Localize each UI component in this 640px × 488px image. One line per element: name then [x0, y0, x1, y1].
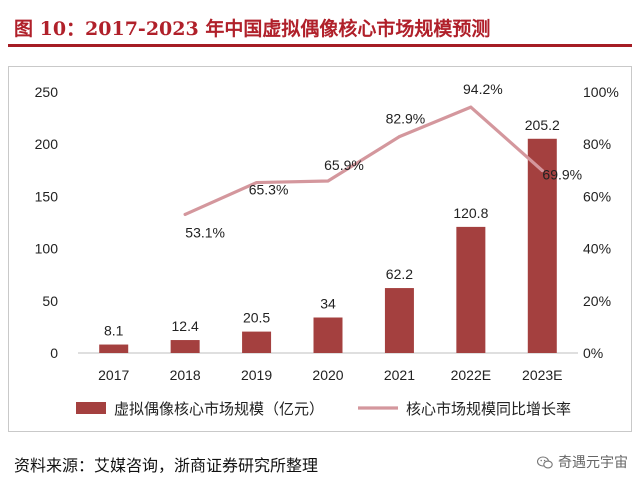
bar [170, 340, 200, 353]
x-tick-label: 2019 [241, 367, 272, 383]
bar-value-label: 20.5 [243, 310, 270, 326]
y-right-tick-label: 80% [583, 136, 611, 152]
bar [99, 344, 129, 353]
bar [527, 138, 557, 353]
bar [242, 331, 272, 353]
y-left-tick-label: 150 [35, 188, 59, 204]
y-left-tick-label: 50 [42, 293, 58, 309]
x-tick-label: 2017 [98, 367, 129, 383]
bar-value-label: 8.1 [104, 323, 124, 339]
legend-bar-label: 虚拟偶像核心市场规模（亿元） [114, 401, 324, 418]
bar-value-label: 120.8 [453, 205, 488, 221]
x-tick-label: 2022E [451, 367, 491, 383]
y-left-tick-label: 250 [35, 84, 59, 100]
y-right-tick-label: 0% [583, 345, 603, 361]
growth-value-label: 65.9% [324, 157, 364, 173]
growth-point [469, 105, 473, 109]
wechat-icon [537, 455, 553, 468]
x-tick-label: 2020 [312, 367, 343, 383]
growth-value-label: 94.2% [463, 81, 503, 97]
bar-value-label: 34 [320, 296, 336, 312]
y-right-tick-label: 40% [583, 241, 611, 257]
legend-bar-swatch [76, 402, 106, 414]
bar [313, 317, 343, 353]
source-note: 资料来源：艾媒咨询，浙商证券研究所整理 [14, 456, 319, 475]
bar-value-label: 12.4 [172, 318, 199, 334]
y-left-tick-label: 100 [35, 241, 59, 257]
watermark: 奇遇元宇宙 [537, 452, 628, 472]
bar [384, 288, 414, 353]
chart-frame [8, 66, 632, 432]
bar [456, 226, 486, 353]
x-tick-label: 2018 [170, 367, 201, 383]
growth-point [255, 181, 259, 185]
growth-line [183, 105, 544, 217]
growth-value-label: 82.9% [386, 111, 426, 127]
growth-value-label: 65.3% [249, 182, 289, 198]
y-right-tick-label: 60% [583, 188, 611, 204]
bar-value-label: 62.2 [386, 266, 413, 282]
y-left-tick-label: 0 [50, 345, 58, 361]
growth-point [397, 135, 401, 139]
y-right-tick-label: 20% [583, 293, 611, 309]
growth-point [183, 212, 187, 216]
bar-value-label: 205.2 [525, 117, 560, 133]
x-tick-label: 2021 [384, 367, 415, 383]
growth-value-label: 53.1% [185, 224, 225, 240]
growth-point [326, 179, 330, 183]
figure-title: 图 10：2017-2023 年中国虚拟偶像核心市场规模预测 [14, 18, 491, 40]
x-tick-label: 2023E [522, 367, 562, 383]
growth-point [540, 169, 544, 173]
title-rule [8, 44, 632, 47]
growth-value-label: 69.9% [542, 167, 582, 183]
y-right-tick-label: 100% [583, 84, 619, 100]
y-left-tick-label: 200 [35, 136, 59, 152]
watermark-text: 奇遇元宇宙 [558, 455, 628, 471]
legend-line-label: 核心市场规模同比增长率 [406, 401, 571, 418]
